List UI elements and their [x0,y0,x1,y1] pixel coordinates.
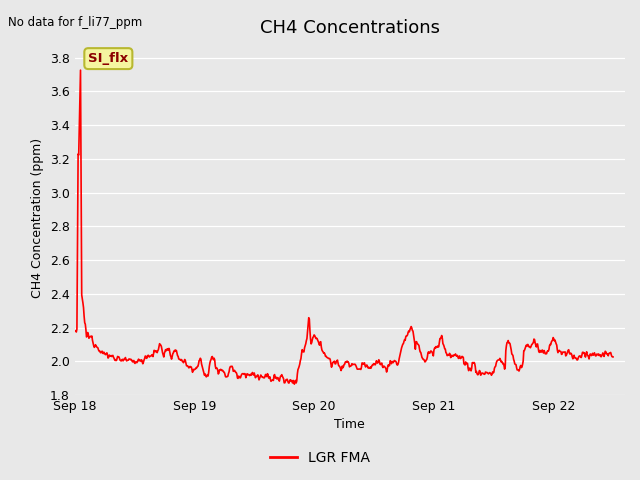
Text: SI_flx: SI_flx [88,52,129,65]
Title: CH4 Concentrations: CH4 Concentrations [260,19,440,36]
Text: No data for f_li77_ppm: No data for f_li77_ppm [8,16,143,29]
Legend: LGR FMA: LGR FMA [264,445,376,471]
Y-axis label: CH4 Concentration (ppm): CH4 Concentration (ppm) [31,138,44,298]
X-axis label: Time: Time [334,419,365,432]
